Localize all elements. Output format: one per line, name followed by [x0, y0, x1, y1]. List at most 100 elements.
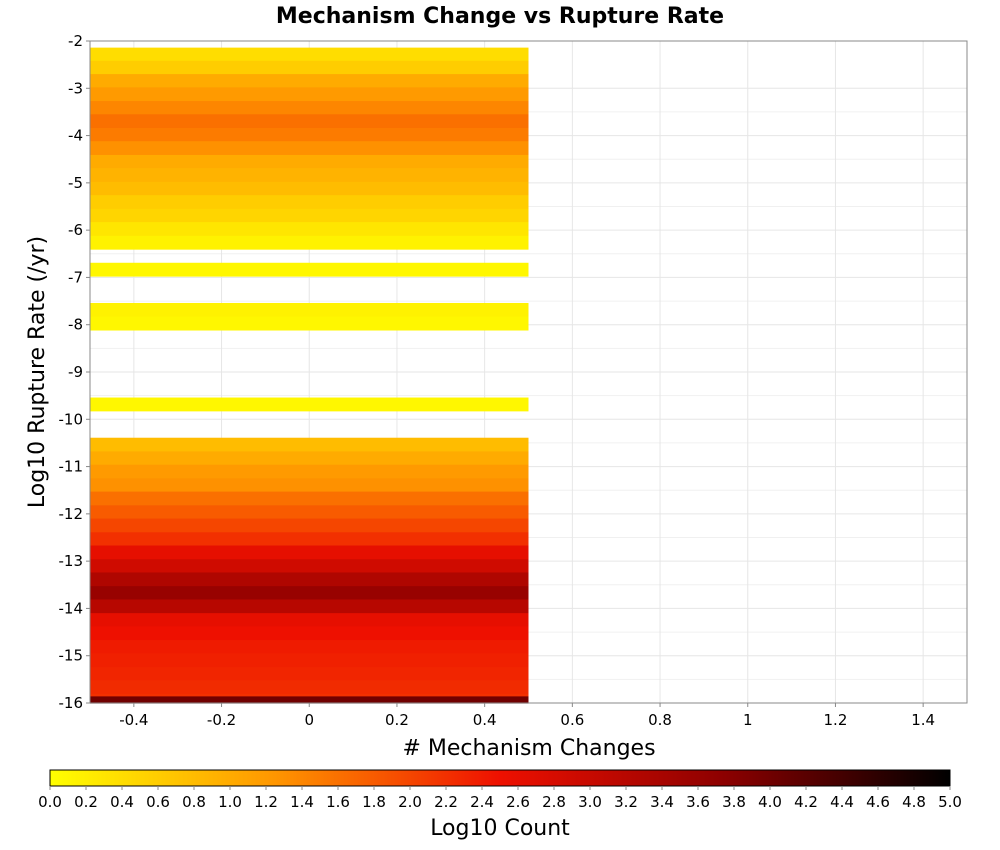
heatmap-cell	[90, 154, 529, 169]
colorbar-tick-label: 0.8	[182, 793, 206, 811]
y-tick-label: -11	[59, 458, 84, 476]
colorbar-tick-label: 1.6	[326, 793, 350, 811]
heatmap-cell	[90, 640, 529, 654]
colorbar-tick-label: 2.6	[506, 793, 530, 811]
y-tick-label: -12	[59, 505, 84, 523]
y-tick-label: -5	[68, 174, 83, 192]
heatmap-cell	[90, 505, 529, 520]
heatmap-cell	[90, 559, 529, 574]
x-tick-label: 1	[743, 711, 753, 729]
heatmap-cell	[90, 181, 529, 196]
x-tick-label: 0	[304, 711, 314, 729]
colorbar-tick-label: 3.0	[578, 793, 602, 811]
y-tick-label: -14	[59, 599, 84, 617]
y-tick-label: -9	[68, 363, 83, 381]
heatmap-cell	[90, 128, 529, 142]
y-tick-label: -15	[59, 647, 84, 665]
heatmap-cell	[90, 572, 529, 587]
y-tick-label: -6	[68, 221, 83, 239]
colorbar-tick-label: 3.4	[650, 793, 674, 811]
heatmap-cell	[90, 680, 529, 695]
heatmap-cell	[90, 464, 529, 479]
chart-title: Mechanism Change vs Rupture Rate	[276, 4, 724, 29]
y-tick-label: -7	[68, 268, 83, 286]
heatmap-cell	[90, 262, 529, 277]
colorbar-tick-label: 1.2	[254, 793, 278, 811]
colorbar	[49, 769, 951, 787]
heatmap-cell	[90, 518, 529, 533]
x-tick-label: 1.2	[824, 711, 848, 729]
colorbar-tick-label: 4.2	[794, 793, 818, 811]
y-axis-ticks: -2 -3 -4 -5 -6 -7 -8 -9 -10 -11 -12 -13 -14 -15 -16	[59, 32, 90, 712]
x-axis-label: # Mechanism Changes	[402, 736, 655, 761]
heatmap-cell	[90, 491, 529, 506]
y-tick-label: -13	[59, 552, 84, 570]
heatmap-cell	[90, 114, 529, 129]
heatmap-cell	[90, 222, 529, 237]
heatmap-cell	[90, 195, 529, 210]
colorbar-tick-label: 0.4	[110, 793, 134, 811]
y-tick-label: -2	[68, 32, 83, 50]
x-tick-label: 0.4	[473, 711, 497, 729]
y-tick-label: -16	[59, 694, 84, 712]
y-tick-label: -4	[68, 127, 83, 145]
colorbar-ticks: 0.0 0.2 0.4 0.6 0.8 1.0 1.2 1.4 1.6 1.8 2.0 2.2 2.4 2…	[38, 786, 962, 811]
colorbar-tick-label: 0.2	[74, 793, 98, 811]
x-tick-label: 0.2	[385, 711, 409, 729]
colorbar-tick-label: 2.0	[398, 793, 422, 811]
colorbar-tick-label: 1.8	[362, 793, 386, 811]
y-tick-label: -8	[68, 316, 83, 334]
heatmap-cell	[90, 235, 529, 250]
y-tick-label: -3	[68, 79, 83, 97]
heatmap-cell	[90, 74, 529, 88]
heatmap-cell	[90, 613, 529, 627]
heatmap-cell	[90, 694, 529, 697]
colorbar-tick-label: 0.6	[146, 793, 170, 811]
heatmap-cell	[90, 208, 529, 223]
colorbar-tick-label: 1.0	[218, 793, 242, 811]
heatmap-cell	[90, 141, 529, 156]
colorbar-tick-label: 4.6	[866, 793, 890, 811]
heatmap-cell	[90, 478, 529, 493]
heatmap-cell	[90, 696, 529, 704]
heatmap-cell	[90, 168, 529, 183]
x-tick-label: 0.8	[648, 711, 672, 729]
heatmap-cell	[90, 47, 529, 62]
heatmap-cell	[90, 545, 529, 560]
heatmap-cell	[90, 532, 529, 547]
heatmap-cell	[90, 60, 529, 75]
heatmap-cell	[90, 397, 529, 412]
heatmap-cell	[90, 87, 529, 102]
colorbar-tick-label: 1.4	[290, 793, 314, 811]
colorbar-tick-label: 5.0	[938, 793, 962, 811]
heatmap-cell	[90, 302, 529, 318]
y-tick-label: -10	[59, 410, 84, 428]
heatmap-cell	[90, 667, 529, 681]
y-axis-label: Log10 Rupture Rate (/yr)	[25, 236, 50, 508]
heatmap-cell	[90, 599, 529, 614]
heatmap-cells	[90, 47, 529, 704]
x-tick-label: 0.6	[560, 711, 584, 729]
x-tick-label: -0.2	[207, 711, 236, 729]
heatmap-cell	[90, 586, 529, 601]
heatmap-cell	[90, 101, 529, 115]
colorbar-tick-label: 4.0	[758, 793, 782, 811]
colorbar-tick-label: 2.2	[434, 793, 458, 811]
x-axis-ticks: -0.4 -0.2 0 0.2 0.4 0.6 0.8 1 1.2 1.4	[119, 703, 935, 729]
colorbar-tick-label: 2.8	[542, 793, 566, 811]
colorbar-tick-label: 3.2	[614, 793, 638, 811]
x-tick-label: -0.4	[119, 711, 148, 729]
colorbar-tick-label: 4.8	[902, 793, 926, 811]
colorbar-tick-label: 0.0	[38, 793, 62, 811]
heatmap-cell	[90, 451, 529, 466]
colorbar-tick-label: 3.8	[722, 793, 746, 811]
x-tick-label: 1.4	[911, 711, 935, 729]
heatmap-cell	[90, 437, 529, 453]
colorbar-tick-label: 3.6	[686, 793, 710, 811]
heatmap-cell	[90, 653, 529, 668]
colorbar-label: Log10 Count	[430, 816, 570, 841]
colorbar-tick-label: 4.4	[830, 793, 854, 811]
colorbar-tick-label: 2.4	[470, 793, 494, 811]
heatmap-cell	[90, 626, 529, 641]
